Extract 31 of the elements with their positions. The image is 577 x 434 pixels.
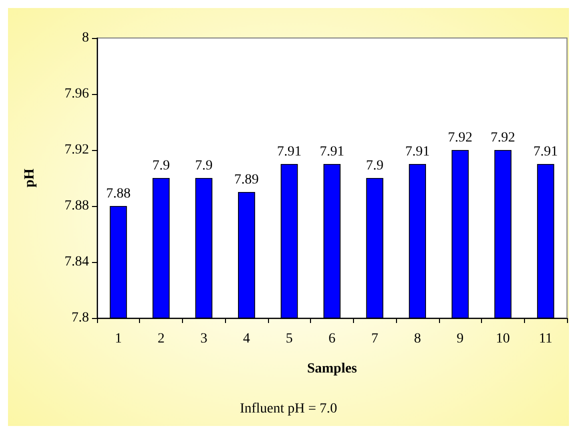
data-label: 7.92 <box>490 130 516 146</box>
y-tick-label: 8 <box>82 30 89 46</box>
x-tick-label: 4 <box>243 332 250 346</box>
x-axis-title: Samples <box>307 362 358 376</box>
y-tick-label: 7.96 <box>64 86 89 102</box>
data-label: 7.91 <box>533 144 558 160</box>
data-label: 7.89 <box>234 172 259 188</box>
x-tick-label: 5 <box>286 332 293 346</box>
text: Influent pH = 7.0 <box>240 402 338 416</box>
y-tick-label: 7.92 <box>64 142 89 158</box>
data-label: 7.88 <box>106 186 131 202</box>
x-tick-label: 3 <box>200 332 208 346</box>
data-label: 7.91 <box>320 144 344 160</box>
y-tick-label: 7.8 <box>72 310 89 326</box>
y-axis-title: pH <box>22 168 38 188</box>
data-label: 7.91 <box>405 144 430 160</box>
data-label: 7.9 <box>195 158 213 174</box>
x-tick-label: 2 <box>158 332 165 346</box>
y-tick-label: 7.88 <box>64 198 89 214</box>
x-tick-label: 9 <box>456 332 464 346</box>
x-tick-label: 8 <box>414 332 421 346</box>
x-tick-label: 11 <box>538 332 552 346</box>
data-label: 7.92 <box>448 130 472 146</box>
data-label: 7.91 <box>277 144 302 160</box>
x-tick-label: 1 <box>114 332 122 346</box>
x-tick-label: 10 <box>496 332 510 346</box>
x-tick-label: 6 <box>328 332 336 346</box>
data-label: 7.9 <box>152 158 170 174</box>
x-tick-label: 7 <box>371 332 378 346</box>
y-tick-label: 7.84 <box>64 254 89 270</box>
data-label: 7.9 <box>366 158 384 174</box>
